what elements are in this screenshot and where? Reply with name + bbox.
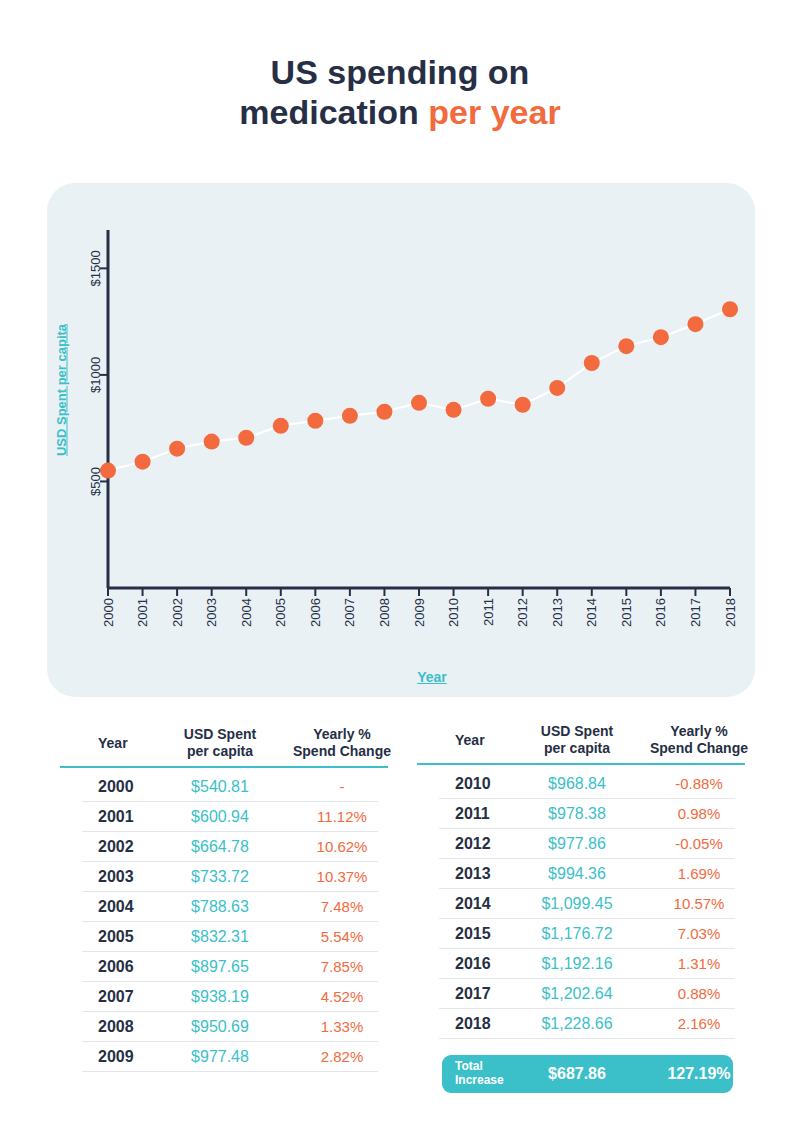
- svg-text:2007: 2007: [342, 598, 357, 627]
- html-text:0.88%: 0.88%: [677, 985, 721, 1002]
- html-text:2012: 2012: [455, 835, 491, 852]
- html-text:$977.48: $977.48: [191, 1048, 249, 1065]
- html-text:1.31%: 1.31%: [677, 955, 721, 972]
- html-text:10.37%: 10.37%: [316, 868, 368, 885]
- html-text:2017: 2017: [455, 985, 491, 1002]
- html-text:$977.86: $977.86: [548, 835, 606, 852]
- html-text:2008: 2008: [98, 1018, 134, 1035]
- html-text:Spend Change: Spend Change: [293, 743, 391, 759]
- html-text:$978.38: $978.38: [548, 805, 606, 822]
- html-text:per capita: per capita: [543, 740, 611, 756]
- html-text:Year: Year: [455, 731, 485, 748]
- html-text:$968.84: $968.84: [548, 775, 606, 792]
- html-text:2006: 2006: [98, 958, 134, 975]
- html-text:2011: 2011: [455, 805, 490, 822]
- html-text:Year: Year: [98, 734, 128, 751]
- html-text:$1,176.72: $1,176.72: [541, 925, 613, 942]
- html-text:USD Spent per capita: USD Spent per capita: [53, 323, 69, 457]
- html-text:$1,192.16: $1,192.16: [541, 955, 613, 972]
- html-text:1.69%: 1.69%: [677, 865, 721, 882]
- html-text:per capita: per capita: [186, 743, 254, 759]
- html-text:7.85%: 7.85%: [320, 958, 364, 975]
- html-text:Yearly %: Yearly %: [313, 726, 371, 742]
- svg-text:2018: 2018: [723, 598, 738, 627]
- html-text:USD Spent: USD Spent: [540, 723, 614, 739]
- svg-text:2010: 2010: [446, 598, 461, 627]
- html-text:2007: 2007: [98, 988, 134, 1005]
- html-text:2003: 2003: [98, 868, 134, 885]
- html-text:Increase: Increase: [455, 1073, 504, 1087]
- html-text:$1,099.45: $1,099.45: [541, 895, 613, 912]
- html-text:$733.72: $733.72: [191, 868, 249, 885]
- html-text:4.52%: 4.52%: [320, 988, 364, 1005]
- svg-text:2003: 2003: [204, 598, 219, 627]
- svg-text:2004: 2004: [239, 598, 254, 627]
- html-text:$897.65: $897.65: [191, 958, 249, 975]
- html-text:2.82%: 2.82%: [320, 1048, 364, 1065]
- html-text:2005: 2005: [98, 928, 134, 945]
- html-text:2.16%: 2.16%: [677, 1015, 721, 1032]
- html-text:0.98%: 0.98%: [677, 805, 721, 822]
- html-text:$664.78: $664.78: [191, 838, 249, 855]
- html-text:10.62%: 10.62%: [316, 838, 368, 855]
- html-text:USD Spent: USD Spent: [183, 726, 257, 742]
- html-text:2010: 2010: [455, 775, 491, 792]
- html-text:$600.94: $600.94: [191, 808, 249, 825]
- svg-text:2002: 2002: [170, 598, 185, 627]
- html-text:$788.63: $788.63: [191, 898, 249, 915]
- svg-text:$1000: $1000: [88, 357, 103, 393]
- html-text:$1,228.66: $1,228.66: [541, 1015, 613, 1032]
- html-text:2009: 2009: [98, 1048, 134, 1065]
- html-text:$938.19: $938.19: [191, 988, 249, 1005]
- html-text:127.19%: 127.19%: [667, 1065, 731, 1082]
- svg-text:2000: 2000: [101, 598, 116, 627]
- html-text:7.03%: 7.03%: [677, 925, 721, 942]
- html-text:$540.81: $540.81: [191, 778, 249, 795]
- html-text:1.33%: 1.33%: [320, 1018, 364, 1035]
- html-text:US spending on: US spending on: [270, 53, 530, 91]
- svg-text:2014: 2014: [584, 598, 599, 627]
- html-text:medication per year: medication per year: [239, 93, 561, 131]
- html-text:2002: 2002: [98, 838, 134, 855]
- svg-text:2001: 2001: [135, 598, 150, 627]
- html-text:Total: Total: [455, 1059, 483, 1073]
- svg-text:2005: 2005: [273, 598, 288, 627]
- svg-text:2006: 2006: [308, 598, 323, 627]
- html-text:$687.86: $687.86: [548, 1065, 606, 1082]
- html-text:11.12%: 11.12%: [317, 808, 367, 825]
- html-text:$950.69: $950.69: [191, 1018, 249, 1035]
- html-text:2014: 2014: [455, 895, 491, 912]
- svg-text:2009: 2009: [412, 598, 427, 627]
- html-text:$832.31: $832.31: [191, 928, 249, 945]
- html-text:2013: 2013: [455, 865, 491, 882]
- svg-text:2016: 2016: [653, 598, 668, 627]
- html-text:2018: 2018: [455, 1015, 491, 1032]
- html-text:2015: 2015: [455, 925, 491, 942]
- html-text:Spend Change: Spend Change: [650, 740, 748, 756]
- svg-text:2012: 2012: [515, 598, 530, 627]
- svg-text:2013: 2013: [550, 598, 565, 627]
- html-text:2000: 2000: [98, 778, 134, 795]
- svg-text:2011: 2011: [481, 598, 496, 626]
- html-text:2004: 2004: [98, 898, 134, 915]
- html-text:-0.88%: -0.88%: [675, 775, 723, 792]
- html-text:10.57%: 10.57%: [673, 895, 725, 912]
- svg-text:2015: 2015: [619, 598, 634, 627]
- html-text:7.48%: 7.48%: [320, 898, 364, 915]
- html-text:2016: 2016: [455, 955, 491, 972]
- svg-text:$1500: $1500: [88, 250, 103, 286]
- svg-text:2008: 2008: [377, 598, 392, 627]
- html-text:5.54%: 5.54%: [320, 928, 364, 945]
- html-text:2001: 2001: [98, 808, 134, 825]
- html-text:Year: Year: [417, 669, 447, 685]
- svg-text:2017: 2017: [688, 598, 703, 627]
- html-text:Yearly %: Yearly %: [670, 723, 728, 739]
- html-text:-0.05%: -0.05%: [675, 835, 723, 852]
- html-text:$994.36: $994.36: [548, 865, 606, 882]
- svg-text:$500: $500: [88, 467, 103, 496]
- html-text:$1,202.64: $1,202.64: [541, 985, 613, 1002]
